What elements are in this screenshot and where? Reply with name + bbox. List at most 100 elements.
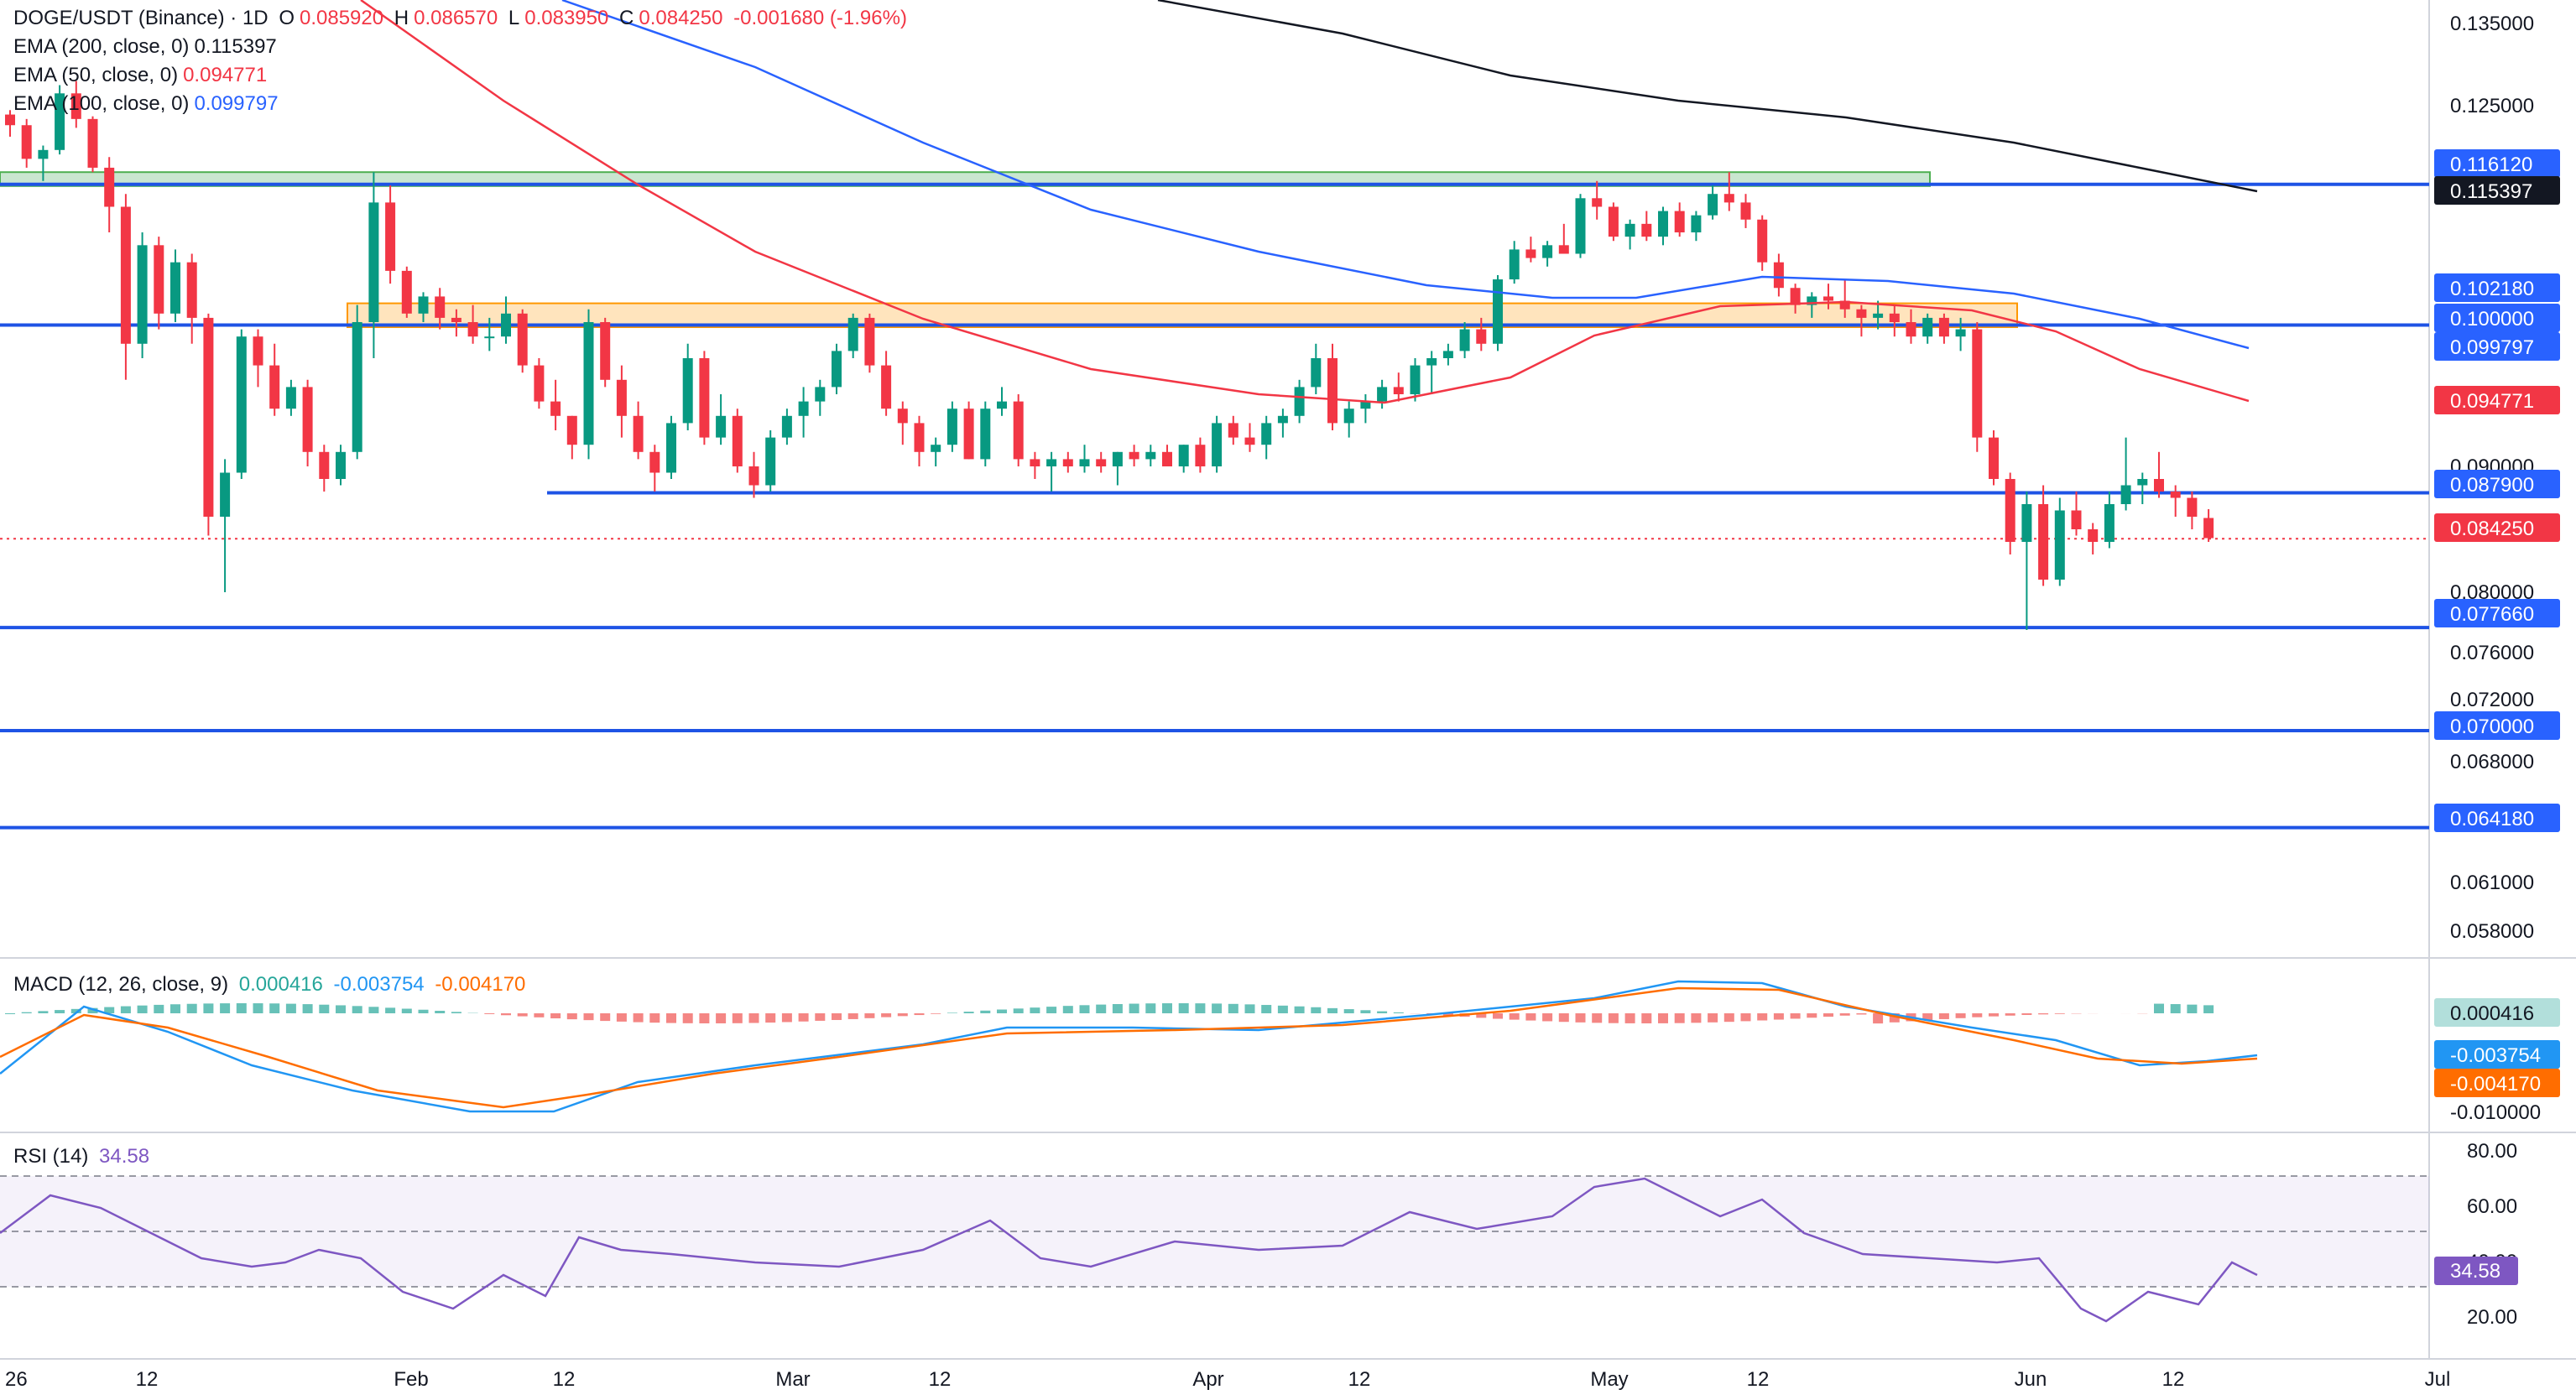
macd-histogram-bar [1261, 1005, 1272, 1013]
price-label-text: 0.077660 [2450, 603, 2534, 626]
candle-body [2054, 510, 2065, 580]
time-tick-label: 12 [1348, 1368, 1371, 1391]
candle-body [285, 387, 296, 409]
rsi-tick-label: 20.00 [2467, 1306, 2517, 1329]
candle-body [253, 336, 263, 366]
macd-histogram-bar [1740, 1013, 1751, 1022]
macd-histogram-bar [170, 1004, 180, 1013]
macd-histogram-bar [1542, 1013, 1553, 1022]
candle-body [2005, 479, 2015, 542]
macd-histogram-bar [104, 1007, 115, 1013]
macd-histogram-bar [1129, 1003, 1139, 1013]
candle-body [1807, 296, 1817, 305]
macd-histogram-bar [1691, 1013, 1702, 1023]
price-label-text: 0.087900 [2450, 474, 2534, 497]
candle-body [203, 317, 214, 517]
macd-histogram-bar [451, 1012, 461, 1013]
macd-histogram-bar [385, 1007, 396, 1013]
candle-body [1476, 329, 1487, 344]
signal-line [0, 986, 2258, 1109]
macd-histogram-bar [1773, 1013, 1784, 1020]
macd-histogram-bar [336, 1005, 346, 1013]
price-tick-label: 0.072000 [2450, 689, 2534, 711]
price-tick-label: 0.076000 [2450, 642, 2534, 664]
price-label-text: 0.102180 [2450, 278, 2534, 300]
macd-histogram-bar [1856, 1013, 1867, 1015]
ema200-legend: EMA (200, close, 0) 0.115397 [13, 35, 277, 58]
macd-histogram-bar [203, 1003, 214, 1013]
price-label-text: 0.094771 [2450, 390, 2534, 413]
macd-histogram-bar [2038, 1013, 2049, 1015]
time-tick-label: Feb [394, 1368, 428, 1391]
macd-histogram-bar [781, 1013, 792, 1023]
macd-histogram-bar [1311, 1007, 1322, 1013]
macd-histogram-bar [517, 1013, 528, 1017]
macd-histogram-bar [154, 1004, 164, 1013]
rsi-tick-label: 80.00 [2467, 1140, 2517, 1163]
price-tick-label: 0.135000 [2450, 13, 2534, 35]
rsi-label-text: 34.58 [2450, 1260, 2500, 1283]
macd-histogram-bar [980, 1010, 991, 1013]
price-label-badge [2434, 176, 2560, 205]
price-label-badge [2434, 711, 2560, 740]
macd-histogram-bar [1972, 1013, 1983, 1017]
candle-body [1096, 459, 1107, 466]
macd-histogram-bar [864, 1013, 875, 1018]
price-label-text: 0.070000 [2450, 716, 2534, 738]
candle-body [2021, 504, 2032, 542]
price-label-badge [2434, 804, 2560, 832]
candle-body [1129, 451, 1139, 460]
ema100-legend: EMA (100, close, 0) 0.099797 [13, 92, 279, 115]
macd-histogram-bar [600, 1013, 611, 1022]
candle-body [1906, 322, 1916, 337]
macd-histogram-bar [302, 1004, 313, 1013]
price-label-text: 0.064180 [2450, 808, 2534, 830]
candle-body [2187, 497, 2198, 517]
candle-body [1873, 313, 1884, 318]
macd-histogram-bar [1377, 1011, 1388, 1013]
macd-histogram-bar [583, 1013, 594, 1021]
price-tick-label: 0.125000 [2450, 95, 2534, 117]
macd-histogram-bar [1046, 1007, 1057, 1013]
candle-body [55, 93, 65, 150]
macd-histogram-bar [236, 1003, 247, 1013]
candle-body [1327, 358, 1338, 424]
candle-body [748, 466, 759, 486]
candle-body [1592, 198, 1603, 207]
candle-body [2154, 479, 2164, 492]
price-label-badge [2434, 599, 2560, 627]
macd-histogram-bar [186, 1003, 197, 1013]
candle-body [633, 415, 644, 452]
candle-body [87, 118, 98, 168]
candle-body [336, 451, 346, 479]
candle-body [1509, 249, 1520, 280]
low-value: 0.083950 [524, 7, 609, 29]
macd-histogram-bar [1442, 1013, 1453, 1016]
candle-body [1624, 223, 1635, 237]
candle-body [2088, 529, 2099, 542]
candle-body [946, 409, 957, 445]
candle-body [600, 322, 611, 380]
candle-body [501, 313, 511, 337]
price-label-badge [2434, 513, 2560, 542]
candle-body [1674, 211, 1685, 233]
macd-histogram-bar [1509, 1013, 1520, 1020]
candle-body [1145, 451, 1156, 460]
candle-body [2120, 485, 2131, 504]
price-tick-label: 0.061000 [2450, 872, 2534, 894]
macd-histogram-bar [1244, 1004, 1255, 1013]
macd-histogram-bar [2187, 1004, 2198, 1013]
candle-body [732, 415, 743, 466]
macd-histogram-bar [1079, 1005, 1090, 1013]
supply-zone [0, 171, 1931, 187]
macd-histogram-bar [1062, 1006, 1073, 1013]
macd-histogram-bar [5, 1013, 15, 1014]
macd-histogram-bar [897, 1013, 908, 1017]
macd-histogram-bar [649, 1013, 660, 1023]
demand-zone [347, 302, 2018, 329]
candle-body [682, 358, 693, 424]
macd-histogram-bar [1178, 1003, 1189, 1013]
candle-body [897, 409, 908, 424]
macd-histogram-bar [1922, 1013, 1933, 1021]
